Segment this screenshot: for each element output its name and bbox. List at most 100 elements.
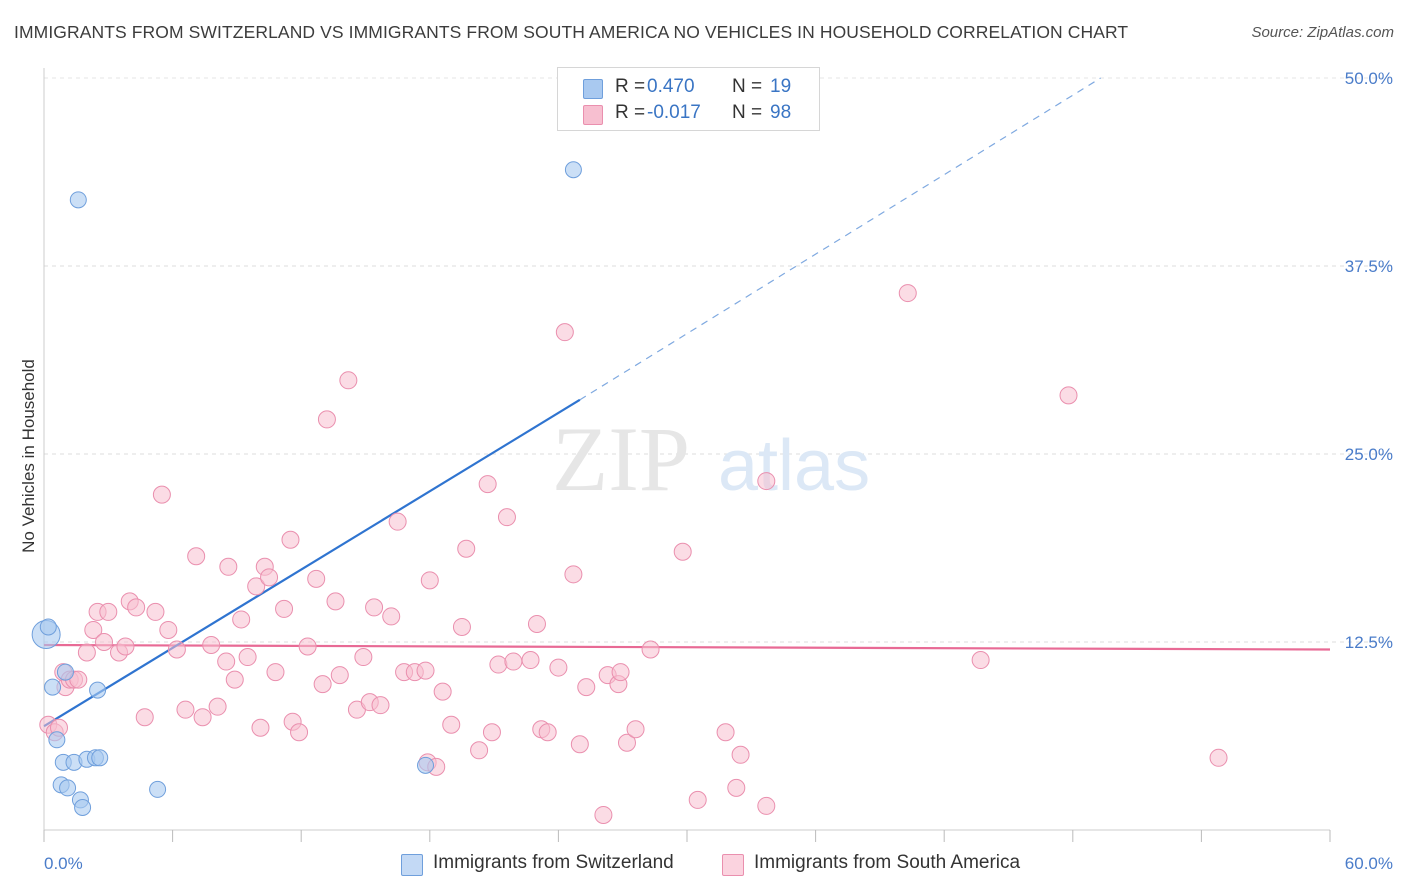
legend-swatch-switzerland <box>583 79 603 99</box>
point-switzerland <box>44 678 62 696</box>
point-south-america <box>497 508 516 527</box>
point-south-america <box>365 598 384 617</box>
point-south-america <box>433 682 452 701</box>
point-south-america <box>238 648 257 667</box>
point-south-america <box>757 796 776 815</box>
point-south-america <box>95 633 114 651</box>
trend-lines <box>43 77 1331 728</box>
point-south-america <box>84 620 103 639</box>
y-tick-labels: 12.5% 25.0% 37.5% 50.0% <box>1345 69 1393 652</box>
point-south-america <box>521 651 540 670</box>
point-south-america <box>127 598 146 617</box>
point-south-america <box>281 530 300 549</box>
legend-label: Immigrants from Switzerland <box>433 852 674 873</box>
point-switzerland <box>89 681 107 699</box>
point-south-america <box>193 708 212 727</box>
point-south-america <box>452 617 471 636</box>
point-switzerland <box>56 663 74 681</box>
point-south-america <box>538 723 557 742</box>
point-switzerland <box>564 161 582 179</box>
point-switzerland <box>417 756 435 774</box>
x-tick-labels: 0.0% 60.0% <box>44 854 1393 873</box>
y-axis-label: No Vehicles in Household <box>19 359 38 553</box>
point-south-america <box>217 652 236 671</box>
point-south-america <box>489 655 508 674</box>
point-switzerland <box>91 749 109 767</box>
point-switzerland <box>48 731 66 749</box>
point-south-america <box>577 678 596 697</box>
point-south-america <box>617 733 636 752</box>
point-south-america <box>159 620 178 639</box>
legend-label: Immigrants from South America <box>754 852 1021 873</box>
stats-legend: R = 0.470 N = 19 R = -0.017 N = 98 <box>557 67 820 131</box>
point-south-america <box>420 571 439 590</box>
watermark-atlas: atlas <box>718 426 870 506</box>
point-south-america <box>611 663 630 682</box>
r-label: R = <box>615 76 646 97</box>
point-south-america <box>219 557 238 576</box>
point-switzerland <box>59 779 77 797</box>
point-south-america <box>354 648 373 667</box>
point-south-america <box>1209 748 1228 767</box>
watermark: ZIP atlas <box>552 408 870 510</box>
point-south-america <box>555 323 574 342</box>
trend-line-south-america <box>43 643 1331 651</box>
point-south-america <box>167 640 186 659</box>
chart-title: IMMIGRANTS FROM SWITZERLAND VS IMMIGRANT… <box>14 22 1129 42</box>
point-south-america <box>457 539 476 558</box>
point-south-america <box>478 475 497 494</box>
point-south-america <box>898 284 917 303</box>
point-south-america <box>152 485 171 504</box>
point-switzerland <box>39 618 57 636</box>
point-south-america <box>135 708 154 727</box>
trend-line-switzerland <box>43 398 581 728</box>
y-tick-label: 37.5% <box>1345 257 1393 276</box>
point-south-america <box>187 547 206 566</box>
point-south-america <box>275 599 294 618</box>
point-switzerland <box>69 191 87 209</box>
point-south-america <box>688 790 707 809</box>
r-value: -0.017 <box>647 102 701 123</box>
point-south-america <box>482 723 501 742</box>
point-south-america <box>339 371 358 390</box>
point-south-america <box>99 602 118 621</box>
trend-extension-switzerland <box>579 77 1101 401</box>
point-south-america <box>442 715 461 734</box>
point-south-america <box>641 640 660 659</box>
n-value: 98 <box>770 102 792 123</box>
point-south-america <box>470 741 489 760</box>
point-south-america <box>260 568 279 587</box>
point-south-america <box>757 472 776 491</box>
point-south-america <box>330 666 349 685</box>
point-switzerland <box>74 798 92 816</box>
point-south-america <box>116 637 135 656</box>
legend-swatch-switzerland <box>401 854 423 876</box>
point-south-america <box>290 723 309 742</box>
point-south-america <box>673 542 692 561</box>
point-south-america <box>504 652 523 671</box>
point-south-america <box>971 651 990 670</box>
point-south-america <box>731 745 750 764</box>
point-south-america <box>208 697 227 716</box>
point-south-america <box>317 410 336 429</box>
axes <box>43 68 1331 842</box>
y-tick-label: 50.0% <box>1345 69 1393 88</box>
point-south-america <box>716 723 735 742</box>
legend-swatch-south-america <box>722 854 744 876</box>
point-south-america <box>570 735 589 754</box>
point-south-america <box>247 577 266 596</box>
n-label: N = <box>732 102 763 123</box>
legend-swatch-south-america <box>583 105 603 125</box>
point-south-america <box>266 663 285 682</box>
point-south-america <box>416 661 435 680</box>
point-south-america <box>382 607 401 626</box>
point-south-america <box>313 675 332 694</box>
point-south-america <box>371 696 390 715</box>
point-south-america <box>176 700 195 719</box>
point-south-america <box>146 602 165 621</box>
point-south-america <box>1059 386 1078 405</box>
point-south-america <box>626 720 645 739</box>
source-credit: Source: ZipAtlas.com <box>1251 24 1394 41</box>
point-south-america <box>727 778 746 797</box>
